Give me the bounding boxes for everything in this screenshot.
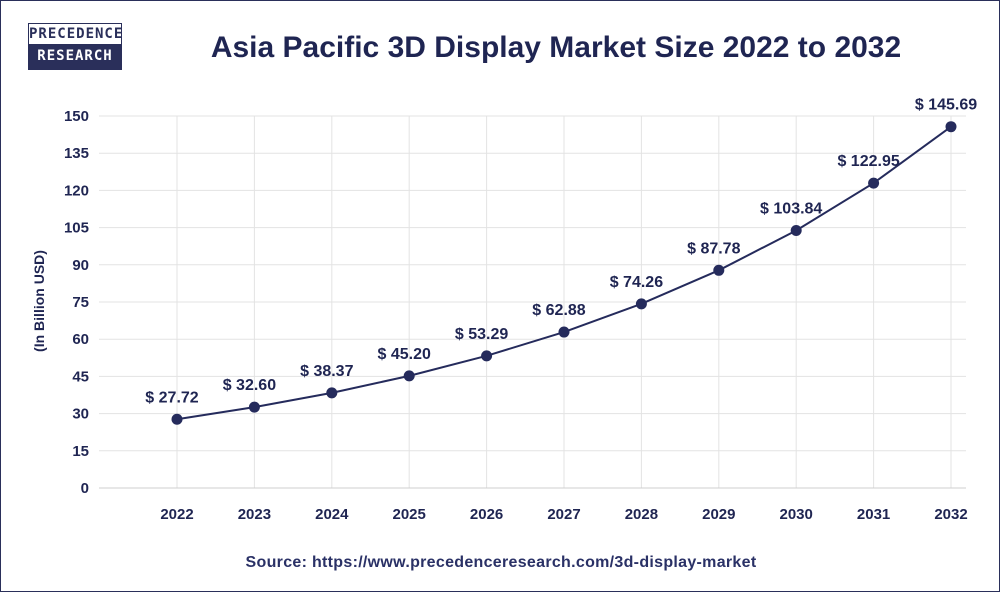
y-tick-label: 105: [64, 220, 89, 237]
chart-title: Asia Pacific 3D Display Market Size 2022…: [210, 31, 902, 64]
data-label: $ 62.88: [532, 302, 585, 319]
data-label: $ 53.29: [455, 326, 508, 343]
x-tick-label: 2027: [547, 506, 580, 523]
logo-line-2: RESEARCH: [29, 44, 121, 69]
y-tick-label: 135: [64, 145, 89, 162]
data-label: $ 122.95: [837, 153, 899, 170]
y-tick-label: 150: [64, 108, 89, 125]
data-point: [248, 401, 260, 413]
y-tick-label: 15: [72, 443, 89, 460]
y-axis-label: (In Billion USD): [31, 250, 47, 352]
data-point: [713, 264, 725, 276]
x-tick-label: 2026: [470, 506, 503, 523]
data-point: [171, 413, 183, 425]
y-tick-label: 120: [64, 182, 89, 199]
x-tick-label: 2025: [393, 506, 426, 523]
data-point: [790, 224, 802, 236]
y-tick-label: 0: [81, 480, 89, 497]
y-tick-label: 30: [72, 406, 89, 423]
x-tick-label: 2028: [625, 506, 658, 523]
y-tick-label: 90: [72, 257, 89, 274]
x-tick-label: 2022: [160, 506, 193, 523]
x-tick-label: 2023: [238, 506, 271, 523]
data-point: [868, 177, 880, 189]
data-point: [635, 298, 647, 310]
data-point: [558, 326, 570, 338]
data-label: $ 27.72: [145, 389, 198, 406]
x-tick-label: 2030: [780, 506, 813, 523]
data-point: [481, 350, 493, 362]
data-label: $ 103.84: [760, 200, 822, 217]
data-label: $ 32.60: [223, 377, 276, 394]
data-label: $ 45.20: [378, 346, 431, 363]
source-text: Source: https://www.precedenceresearch.c…: [245, 554, 757, 571]
x-tick-label: 2032: [934, 506, 967, 523]
y-tick-label: 60: [72, 331, 89, 348]
x-tick-label: 2031: [857, 506, 890, 523]
data-label: $ 145.69: [915, 97, 977, 114]
y-tick-label: 75: [72, 294, 89, 311]
precedence-research-logo: PRECEDENCE RESEARCH: [28, 23, 122, 70]
data-point: [945, 121, 957, 133]
data-label: $ 74.26: [610, 274, 663, 291]
data-point: [326, 387, 338, 399]
data-label: $ 38.37: [300, 363, 353, 380]
data-point: [403, 370, 415, 382]
x-tick-label: 2024: [315, 506, 349, 523]
x-tick-label: 2029: [702, 506, 735, 523]
logo-line-1: PRECEDENCE: [29, 24, 124, 44]
data-label: $ 87.78: [687, 240, 740, 257]
y-tick-label: 45: [72, 368, 89, 385]
